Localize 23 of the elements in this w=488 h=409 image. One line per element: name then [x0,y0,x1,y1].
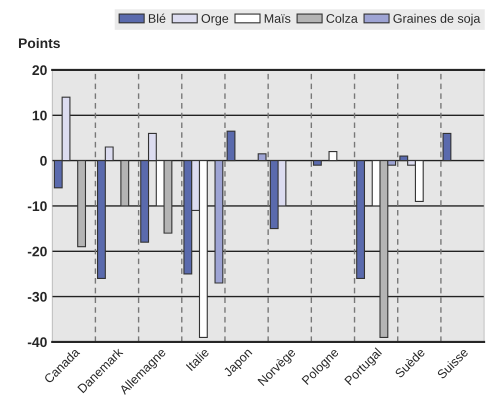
legend-label: Orge [202,14,228,26]
bar [226,130,236,162]
x-tick-label: Italie [186,347,210,372]
bar [442,132,452,162]
legend-label: Colza [326,14,358,23]
legend-label: Maïs [264,14,290,23]
legend-label: Graines de soja [393,14,480,26]
bar [312,160,322,166]
bar [258,153,267,162]
y-tick-label: -20 [28,246,47,256]
y-tick-label: 20 [32,65,47,76]
bar [214,160,224,284]
bar [120,160,130,206]
y-axis-title: Points [18,38,60,48]
legend-label: Blé [148,14,166,23]
y-tick-label: -30 [28,292,47,302]
y-tick-label: 0 [40,156,47,166]
bar [77,160,86,248]
bar [356,160,366,280]
y-tick-label: -40 [28,337,47,348]
y-tick-label: 10 [32,110,47,120]
y-tick-label: -10 [28,201,47,212]
bar [328,150,338,162]
